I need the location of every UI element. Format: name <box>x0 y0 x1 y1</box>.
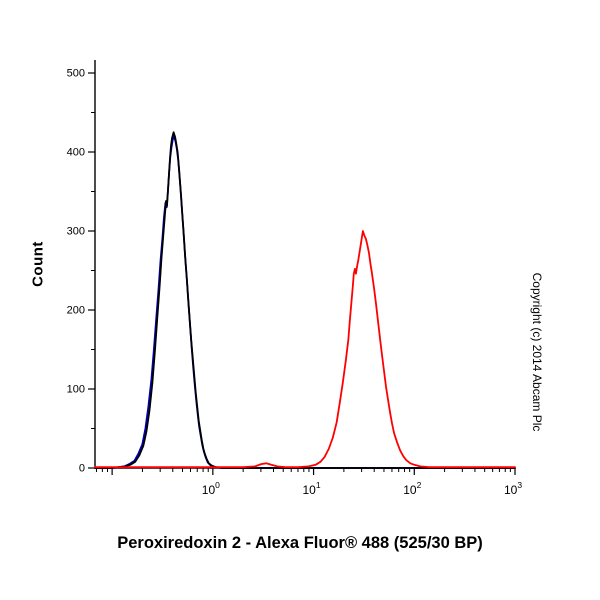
y-axis-title: Count <box>29 241 47 287</box>
y-tick-label: 0 <box>79 463 85 475</box>
x-tick-label: 103 <box>504 480 522 497</box>
y-tick-label: 500 <box>67 68 85 80</box>
chart-title: Peroxiredoxin 2 - Alexa Fluor® 488 (525/… <box>117 534 483 552</box>
x-tick-label: 102 <box>403 480 421 497</box>
y-tick-label: 100 <box>67 384 85 396</box>
series-secondary-control-black-curve <box>94 131 516 469</box>
copyright-text: Copyright (c) 2014 Abcam Plc <box>530 272 544 432</box>
y-tick-label: 200 <box>67 305 85 317</box>
y-tick-label: 300 <box>67 226 85 238</box>
y-tick-label: 400 <box>67 147 85 159</box>
series-peroxiredoxin2-alexa488-red-curve <box>94 230 516 469</box>
x-tick-label: 101 <box>303 480 321 497</box>
x-tick-label: 100 <box>202 480 220 497</box>
